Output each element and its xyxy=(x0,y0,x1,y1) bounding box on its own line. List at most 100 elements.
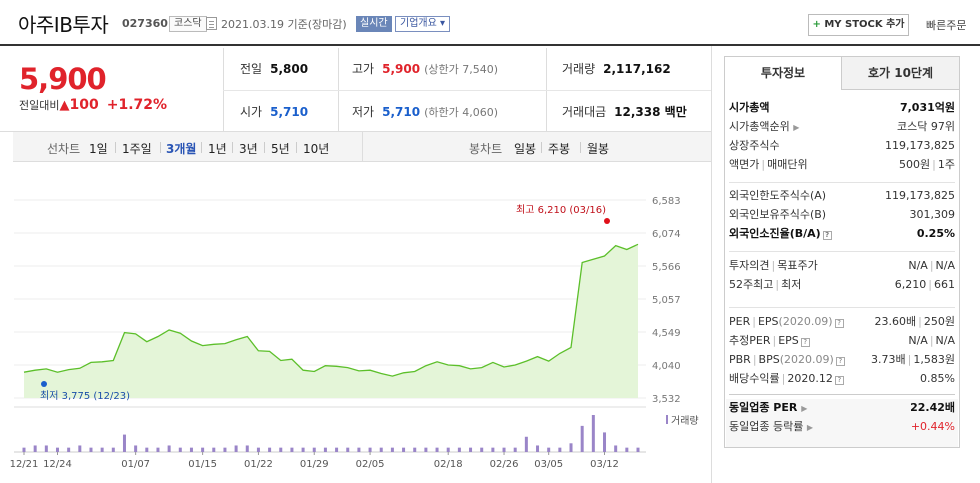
candle-weekly[interactable]: 주봉 xyxy=(548,142,571,156)
candle-monthly[interactable]: 월봉 xyxy=(587,142,610,156)
candle-chart-label: 봉차트 xyxy=(469,142,503,156)
label-text: 최저 xyxy=(781,278,802,291)
label-text: PBR xyxy=(729,353,751,366)
company-overview-button[interactable]: 기업개요 ▾ xyxy=(395,16,450,32)
volume-bar xyxy=(335,447,339,452)
y-tick-label: 3,532 xyxy=(652,394,681,405)
help-icon[interactable]: ? xyxy=(834,376,844,385)
price-area xyxy=(24,244,638,398)
quick-order-link[interactable]: 빠른주문 xyxy=(926,19,967,32)
value-text: 3.73배 xyxy=(871,353,906,366)
value-text: 301,309 xyxy=(909,208,956,221)
info-value: 22.42배 xyxy=(910,399,955,416)
investment-info-panel: 투자정보 호가 10단계 시가총액 7,031억원 시가총액순위 ▶ 코스닥 97위 상… xyxy=(724,56,960,448)
volume-bar xyxy=(223,447,227,452)
separator: | xyxy=(752,353,757,366)
info-value: 0.85% xyxy=(920,370,955,387)
price-line xyxy=(23,243,639,377)
separator: | xyxy=(932,158,936,171)
info-value: 500원 | 1주 xyxy=(899,156,955,173)
high-price: 고가 5,900 (상한가 7,540) xyxy=(352,60,498,77)
volume-bar xyxy=(156,447,160,452)
separator: | xyxy=(918,315,922,328)
y-tick-label: 5,566 xyxy=(652,262,681,273)
label-text: 추정PER xyxy=(729,334,771,347)
period-3y[interactable]: 3년 xyxy=(239,142,258,156)
help-icon[interactable]: ? xyxy=(800,338,810,347)
x-tick-label: 02/18 xyxy=(434,459,463,470)
info-label: 동일업종 등락률 ▶ xyxy=(729,418,813,436)
period-3m[interactable]: 3개월 xyxy=(166,142,197,156)
info-value: N/A | N/A xyxy=(908,257,955,274)
separator: | xyxy=(775,278,780,291)
info-label: PER | EPS(2020.09)? xyxy=(729,313,844,330)
volume-bar xyxy=(547,447,551,452)
volume-bar xyxy=(100,447,104,452)
info-row: 외국인보유주식수(B) 301,309 xyxy=(729,206,955,223)
y-tick-label: 4,549 xyxy=(652,328,681,339)
tab-investment-info[interactable]: 투자정보 xyxy=(725,57,842,90)
info-value: 7,031억원 xyxy=(900,99,955,116)
value-text: 1,583원 xyxy=(913,353,955,366)
label-text: 외국인한도주식수(A) xyxy=(729,189,827,202)
label-period: (2020.09) xyxy=(778,315,833,328)
period-1w[interactable]: 1주일 xyxy=(122,142,152,156)
x-tick-label: 01/29 xyxy=(300,459,329,470)
stock-name: 아주IB투자 xyxy=(18,13,109,37)
separator xyxy=(580,142,581,153)
period-1y[interactable]: 1년 xyxy=(208,142,227,156)
volume-bar xyxy=(625,447,629,452)
info-row[interactable]: 시가총액순위 ▶ 코스닥 97위 xyxy=(729,118,955,135)
period-1d[interactable]: 1일 xyxy=(89,142,108,156)
info-label: 동일업종 PER ▶ xyxy=(729,399,807,417)
volume-bar xyxy=(502,447,506,452)
info-row: PBR | BPS(2020.09)? 3.73배 | 1,583원 xyxy=(729,351,955,368)
my-stock-label: MY STOCK 추가 xyxy=(824,19,905,30)
volume-bar xyxy=(78,445,82,452)
label-text: 액면가 xyxy=(729,158,760,171)
info-label: 외국인한도주식수(A) xyxy=(729,187,826,204)
volume: 거래량 2,117,162 xyxy=(562,60,671,77)
value-text: 7,031억원 xyxy=(899,101,955,114)
separator: | xyxy=(907,353,912,366)
value-text: 코스닥 97위 xyxy=(897,120,955,133)
info-label: 투자의견 | 목표주가 xyxy=(729,257,818,274)
info-row: 외국인소진율(B/A)? 0.25% xyxy=(729,225,955,242)
help-icon[interactable]: ? xyxy=(822,231,832,240)
info-row: 외국인한도주식수(A) 119,173,825 xyxy=(729,187,955,204)
help-icon[interactable]: ? xyxy=(834,319,844,328)
volume-bar xyxy=(111,447,115,452)
info-row[interactable]: 동일업종 PER ▶ 22.42배 xyxy=(729,399,955,416)
change-value: 100 xyxy=(69,97,99,113)
value-text: 119,173,825 xyxy=(885,139,955,152)
panel-divider xyxy=(729,307,955,308)
info-row[interactable]: 동일업종 등락률 ▶ +0.44% xyxy=(729,418,955,435)
info-row: 시가총액 7,031억원 xyxy=(729,99,955,116)
info-value: 119,173,825 xyxy=(885,187,955,204)
high-value: 5,900 xyxy=(382,62,421,76)
value-text: N/A xyxy=(908,259,928,272)
low-price: 저가 5,710 (하한가 4,060) xyxy=(352,103,498,120)
volume-bar xyxy=(67,447,71,452)
chevron-right-icon: ▶ xyxy=(806,423,813,432)
x-tick-label: 01/07 xyxy=(121,459,150,470)
separator: | xyxy=(781,372,786,385)
realtime-button[interactable]: 실시간 xyxy=(356,16,392,32)
period-5y[interactable]: 5년 xyxy=(271,142,290,156)
prev-close-value: 5,800 xyxy=(270,62,309,76)
tab-order-book[interactable]: 호가 10단계 xyxy=(842,57,959,90)
value-text: N/A xyxy=(935,259,955,272)
info-value: 23.60배 | 250원 xyxy=(875,313,955,330)
help-icon[interactable]: ? xyxy=(835,357,845,366)
period-10y[interactable]: 10년 xyxy=(303,142,330,156)
label-text: 매매단위 xyxy=(767,158,808,171)
info-value: 6,210 | 661 xyxy=(895,276,955,293)
candle-daily[interactable]: 일봉 xyxy=(514,142,537,156)
info-label: 외국인보유주식수(B) xyxy=(729,206,826,223)
lower-limit: (하한가 4,060) xyxy=(424,106,498,119)
value-text: 6,210 xyxy=(894,278,927,291)
y-tick-label: 5,057 xyxy=(652,295,681,306)
price-chart[interactable]: 6,583 6,074 5,566 5,057 4,549 4,040 3,532 최고 6,… xyxy=(0,162,711,483)
x-tick-label: 01/22 xyxy=(244,459,273,470)
my-stock-add-button[interactable]: + MY STOCK 추가 xyxy=(808,14,909,36)
